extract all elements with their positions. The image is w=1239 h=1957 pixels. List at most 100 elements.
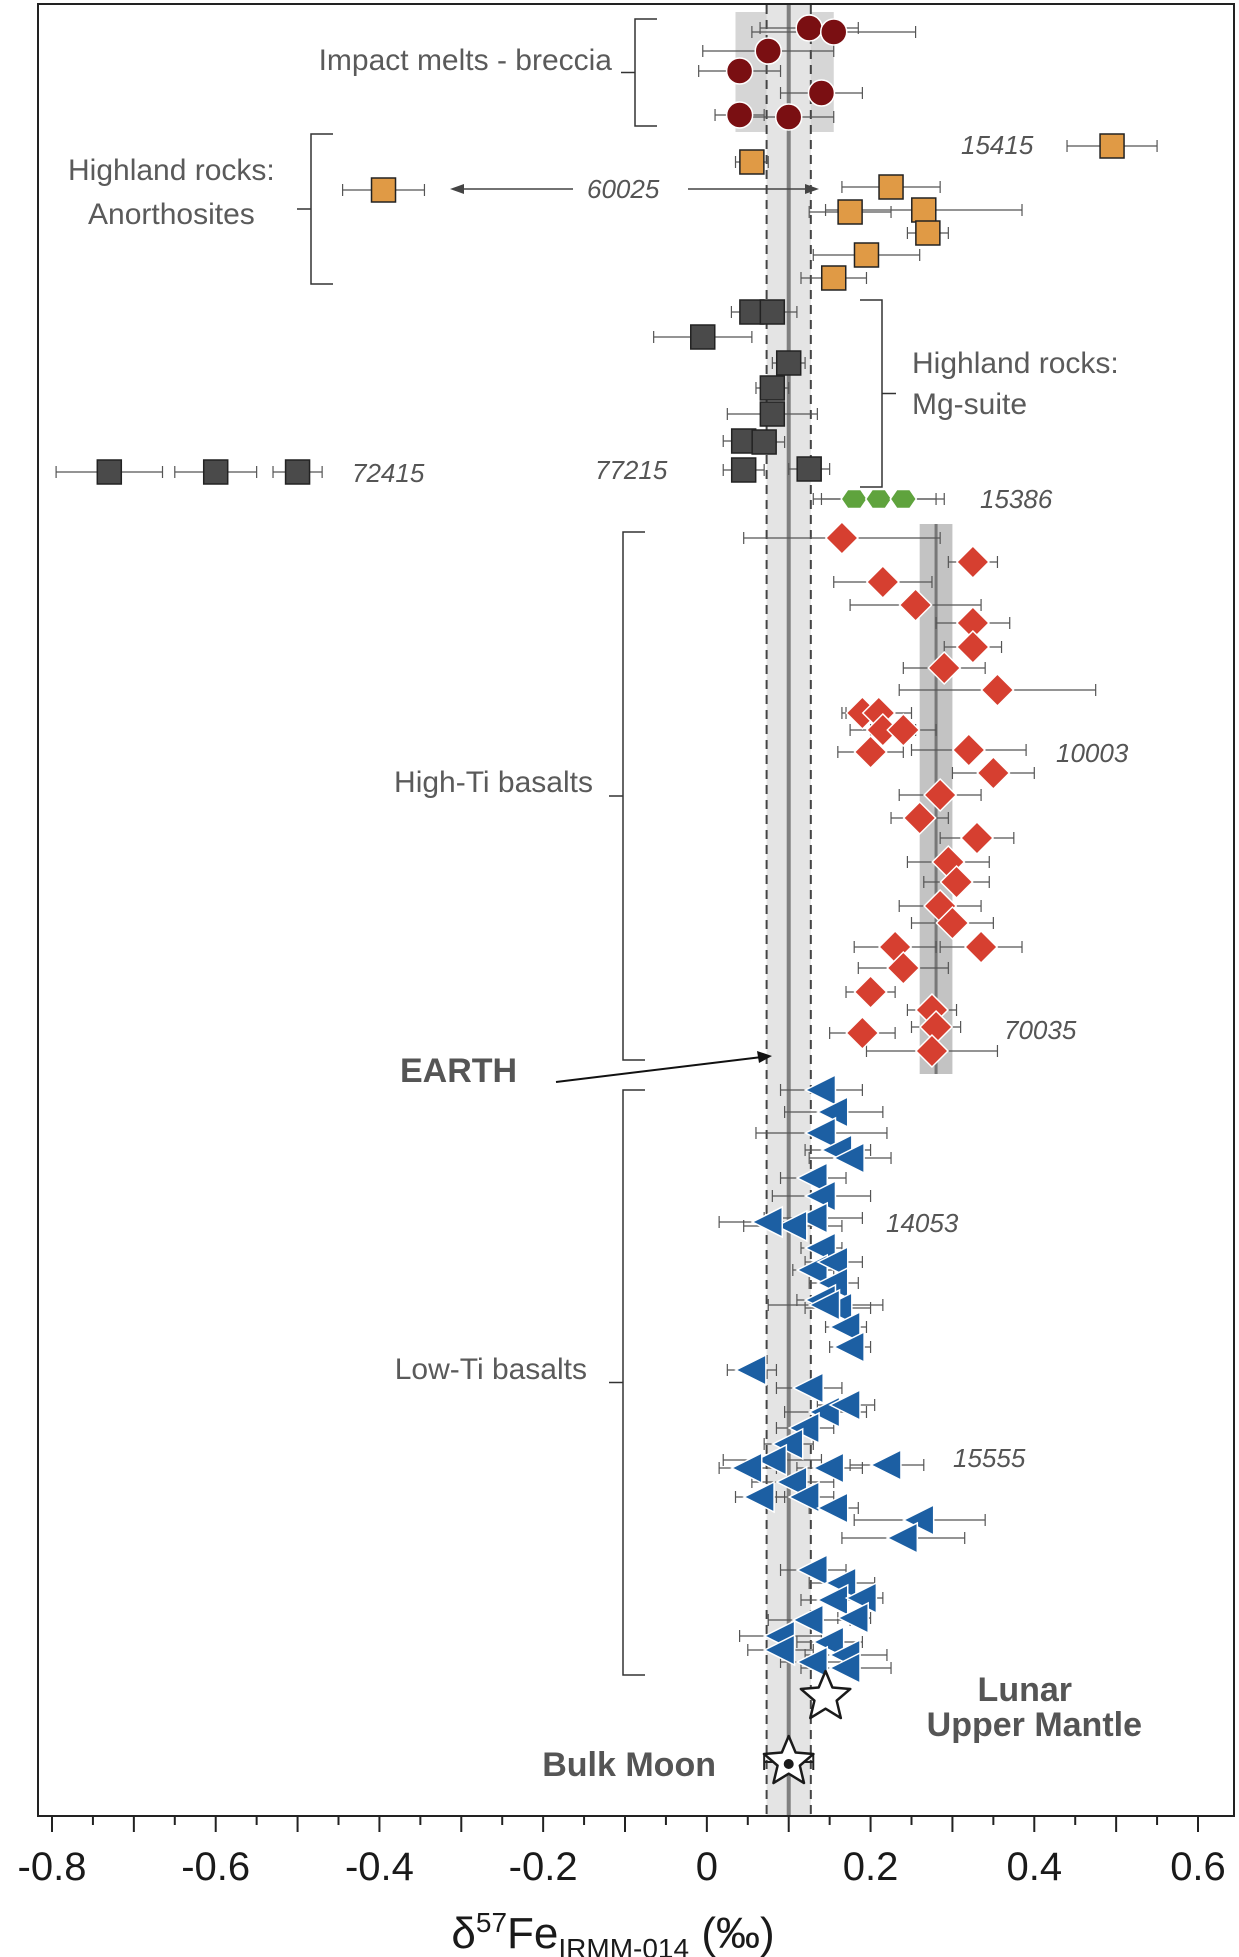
- highland-rocks-mg-suite-point-9: [796, 456, 822, 482]
- high-ti-basalts-point-3: [898, 587, 933, 623]
- label-earth: EARTH: [400, 1052, 517, 1090]
- x-tick-label-3: -0.2: [509, 1845, 578, 1889]
- low-ti-basalts-point-28: [811, 1451, 845, 1485]
- highland-rocks-mg-suite-point-1: [759, 299, 786, 325]
- low-ti-basalts-point-2: [803, 1116, 837, 1150]
- low-ti-basalts-point-37: [816, 1583, 849, 1617]
- high-ti-basalts-point-17: [959, 820, 995, 856]
- high-ti-basalts-point-6: [927, 650, 962, 686]
- impact-melts-breccia-point-6: [774, 103, 803, 131]
- low-ti-basalts-point-7: [795, 1201, 829, 1235]
- highland-rocks-mg-suite-point-5: [759, 401, 786, 427]
- low-ti-basalts-point-42: [811, 1625, 845, 1659]
- high-ti-basalts-point-2: [865, 564, 900, 600]
- label-mg-suite-line2: Mg-suite: [912, 388, 1027, 421]
- highland-rocks-mg-suite-point-2: [690, 324, 716, 350]
- high-ti-basalts-point-25: [853, 974, 888, 1010]
- low-ti-basalts-point-20: [791, 1371, 824, 1405]
- sample-label-15386: 15386: [980, 484, 1053, 514]
- label-anorthosites-line1: Highland rocks:: [68, 154, 275, 187]
- low-ti-basalts-point-0: [803, 1073, 837, 1107]
- low-ti-basalts-point-46: [828, 1651, 861, 1685]
- low-ti-basalts-point-4: [832, 1141, 865, 1175]
- low-ti-basalts-point-25: [754, 1443, 788, 1477]
- bracket-anorthosites: [297, 133, 333, 285]
- highland-rocks-anorthosites-point-1: [739, 149, 765, 175]
- high-ti-basalts-point-1: [955, 544, 990, 580]
- low-ti-basalts-point-17: [828, 1310, 861, 1344]
- high-ti-basalts-point-29: [914, 1033, 950, 1069]
- impact-melts-breccia-point-3: [725, 57, 754, 85]
- low-ti-basalts-point-23: [787, 1411, 820, 1445]
- low-ti-basalts-point-39: [836, 1601, 869, 1635]
- low-ti-basalts-point-5: [795, 1161, 829, 1195]
- sample-label-72415: 72415: [352, 458, 425, 488]
- highland-rocks-anorthosites-point-3: [878, 174, 904, 200]
- impact-melts-breccia-point-5: [725, 101, 754, 129]
- sample-label-77215: 77215: [595, 455, 668, 485]
- bracket-high-ti: [609, 531, 645, 1061]
- low-ti-basalts-point-31: [787, 1480, 820, 1514]
- highland-rocks-mg-suite-point-7: [751, 429, 777, 455]
- plot-frame: [37, 3, 1235, 1817]
- high-ti-basalts-point-23: [964, 929, 999, 965]
- high-ti-basalts-point-0: [824, 520, 859, 556]
- x-tick-label-1: -0.6: [181, 1845, 250, 1889]
- low-ti-basalts-point-16: [807, 1288, 841, 1322]
- sample-label-15415: 15415: [961, 130, 1034, 160]
- highland-rocks-mg-suite-point-4: [759, 375, 786, 401]
- highland-rocks-anorthosites-point-6: [915, 220, 941, 246]
- impact-melts-breccia-point-4: [807, 79, 836, 107]
- high-ti-basalts-point-21: [935, 905, 970, 941]
- x-tick-label-0: -0.8: [18, 1845, 87, 1889]
- high-ti-basalts-point-5: [955, 629, 990, 665]
- x-axis: -0.8 -0.6 -0.4 -0.2 0 0.2 0.4 0.6: [18, 1815, 1234, 1889]
- low-ti-basalts-point-40: [791, 1603, 824, 1637]
- low-ti-basalts-point-32: [816, 1491, 849, 1525]
- low-ti-basalts-point-29: [869, 1448, 902, 1482]
- error-bars: [55, 22, 1158, 1770]
- bracket-impact-melts: [621, 18, 657, 127]
- high-ti-basalts-point-13: [951, 732, 986, 768]
- high-ti-basalts-point-7: [980, 672, 1015, 708]
- label-bulk-moon: Bulk Moon: [542, 1746, 716, 1784]
- highland-rocks-mg-suite-point-3: [775, 350, 802, 376]
- sample-label-60025: 60025: [587, 174, 660, 204]
- x-tick-label-7: 0.6: [1170, 1845, 1226, 1889]
- highland-rocks-anorthosites-point-0: [1099, 133, 1125, 159]
- impact-melts-breccia-point-2: [754, 37, 782, 65]
- label-anorthosites-line2: Anorthosites: [88, 198, 255, 231]
- highland-rocks-mg-suite-point-8: [730, 457, 757, 483]
- highland-rocks-mg-suite-point-10: [96, 459, 123, 485]
- highland-rocks-mg-suite-point-12: [284, 459, 311, 485]
- label-lunar-upper-mantle-line1: Lunar: [978, 1671, 1072, 1709]
- x-axis-title: δ57FeIRMM-014 (‰): [451, 1907, 774, 1957]
- low-ti-basalts-point-45: [795, 1645, 829, 1679]
- high-ti-basalts-point-12: [853, 734, 888, 770]
- annotations: [297, 18, 896, 1676]
- arrowhead-earth: [757, 1051, 772, 1063]
- low-ti-basalts-point-18: [832, 1330, 865, 1364]
- highland-rocks-anorthosites-point-7: [853, 242, 880, 268]
- arrowhead-60025-right: [805, 184, 819, 194]
- data-markers: [96, 14, 1125, 1785]
- high-ti-basalts-point-11: [886, 712, 921, 748]
- highland-rocks-anorthosites-point-5: [837, 199, 863, 225]
- high-ti-basalts-point-14: [976, 755, 1011, 791]
- low-ti-basalts-point-44: [762, 1633, 796, 1667]
- low-ti-basalts-point-35: [795, 1553, 829, 1587]
- green-glass-point-0: [840, 488, 869, 510]
- lunar-upper-mantle-star: [799, 1669, 852, 1720]
- sample-label-15555: 15555: [953, 1443, 1026, 1473]
- highland-rocks-mg-suite-point-11: [202, 459, 229, 485]
- low-ti-basalts-point-34: [885, 1521, 919, 1555]
- impact-melts-breccia-point-0: [795, 14, 823, 42]
- label-low-ti-basalts: Low-Ti basalts: [395, 1353, 587, 1386]
- sample-label-14053: 14053: [886, 1208, 959, 1238]
- high-ti-basalts-point-28: [845, 1015, 880, 1051]
- label-impact-melts: Impact melts - breccia: [319, 44, 613, 77]
- x-tick-label-6: 0.4: [1006, 1845, 1062, 1889]
- highland-rocks-anorthosites-point-2: [370, 177, 397, 203]
- label-mg-suite-line1: Highland rocks:: [912, 347, 1119, 380]
